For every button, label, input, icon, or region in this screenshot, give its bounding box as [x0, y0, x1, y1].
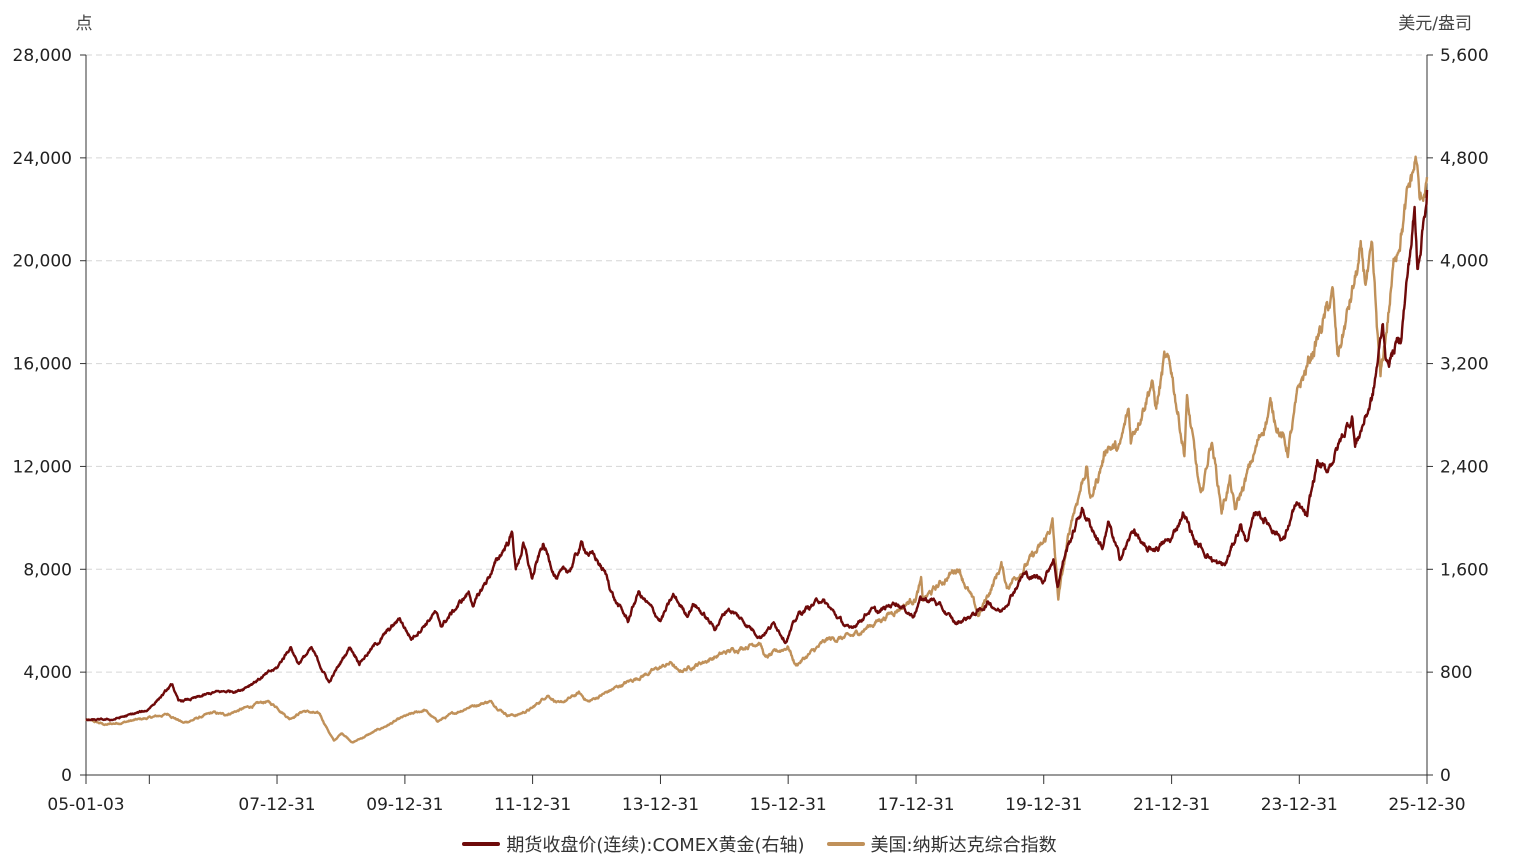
left-tick-label: 28,000	[13, 46, 72, 66]
left-tick-label: 12,000	[13, 457, 72, 477]
right-axis-unit: 美元/盎司	[1398, 14, 1472, 34]
left-axis-unit: 点	[76, 14, 93, 34]
legend-label-gold: 期货收盘价(连续):COMEX黄金(右轴)	[506, 835, 805, 856]
right-tick-label: 1,600	[1440, 560, 1489, 580]
legend-swatch-nasdaq	[826, 842, 865, 846]
legend-item-gold[interactable]: 期货收盘价(连续):COMEX黄金(右轴)	[462, 831, 805, 857]
nasdaq-composite-line	[85, 155, 1429, 744]
legend-swatch-gold	[462, 842, 501, 846]
axes: 0 0 4,000 800 8,000 1,600 12,000 2,400 16,000 3,2…	[13, 46, 1489, 815]
x-tick-label: 05-01-03	[47, 795, 124, 815]
x-tick-label: 15-12-31	[750, 795, 827, 815]
right-tick-label: 4,000	[1440, 252, 1489, 272]
left-tick-label: 4,000	[23, 663, 72, 683]
x-tick-label: 23-12-31	[1261, 795, 1338, 815]
legend-label-nasdaq: 美国:纳斯达克综合指数	[870, 835, 1057, 856]
left-tick-label: 20,000	[13, 252, 72, 272]
x-tick-label: 11-12-31	[494, 795, 571, 815]
x-tick-label: 19-12-31	[1005, 795, 1082, 815]
x-tick-label: 25-12-30	[1388, 795, 1465, 815]
left-tick-label: 0	[61, 766, 72, 786]
series-lines	[85, 155, 1429, 744]
x-tick-label: 07-12-31	[238, 795, 315, 815]
left-tick-label: 16,000	[13, 355, 72, 375]
grid-lines	[86, 54, 1427, 673]
left-tick-label: 24,000	[13, 149, 72, 169]
chart-legend: 期货收盘价(连续):COMEX黄金(右轴) 美国:纳斯达克综合指数	[0, 829, 1519, 859]
right-tick-label: 3,200	[1440, 355, 1489, 375]
right-tick-label: 0	[1440, 766, 1451, 786]
legend-item-nasdaq[interactable]: 美国:纳斯达克综合指数	[826, 831, 1057, 857]
left-tick-label: 8,000	[23, 560, 72, 580]
right-tick-label: 2,400	[1440, 457, 1489, 477]
x-tick-label: 17-12-31	[877, 795, 954, 815]
gold-futures-line	[85, 189, 1429, 722]
right-tick-label: 4,800	[1440, 149, 1489, 169]
right-tick-label: 800	[1440, 663, 1472, 683]
x-tick-label: 21-12-31	[1133, 795, 1210, 815]
x-tick-label: 13-12-31	[622, 795, 699, 815]
right-tick-label: 5,600	[1440, 46, 1489, 66]
x-tick-label: 09-12-31	[366, 795, 443, 815]
